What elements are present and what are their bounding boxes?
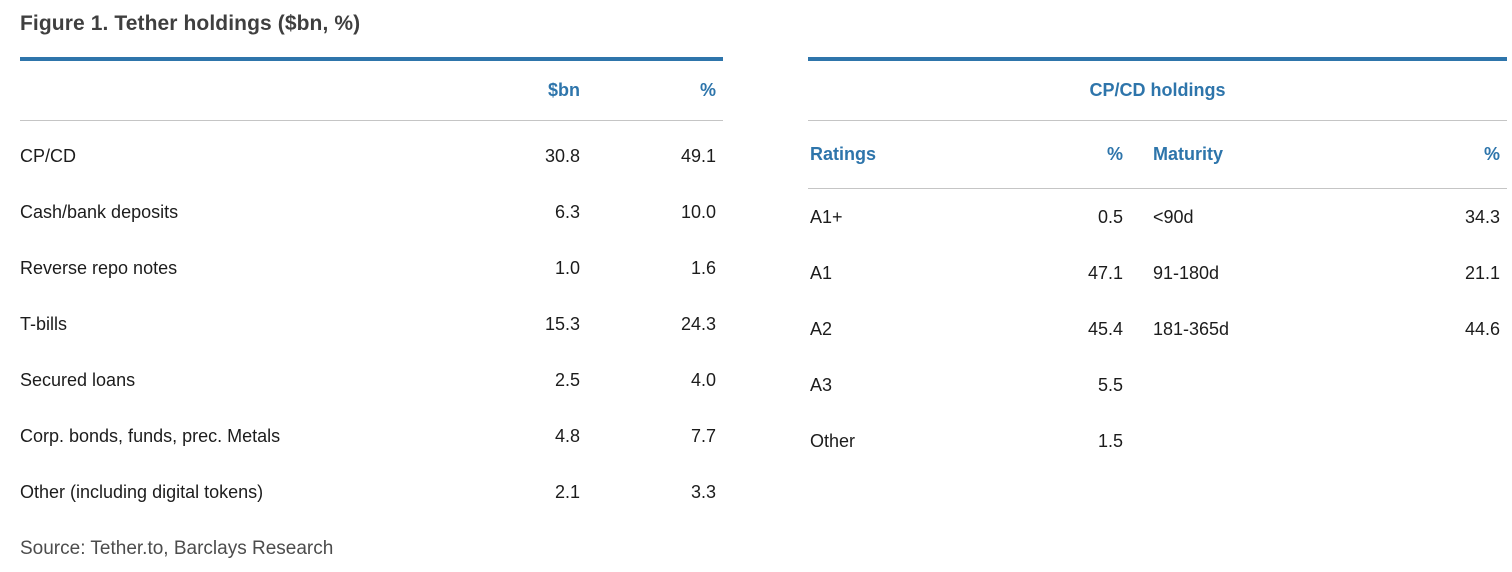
row-pct-value: 7.7 xyxy=(690,425,716,446)
row-pct-value: 10.0 xyxy=(680,201,716,222)
row-bn-value: 30.8 xyxy=(544,145,580,166)
row-label: Other (including digital tokens) xyxy=(20,481,264,502)
row-label: T-bills xyxy=(20,313,68,334)
row-pct-value: 3.3 xyxy=(690,481,716,502)
table-row-secured-loans: Secured loans 2.5 4.0 xyxy=(20,352,723,408)
figure-title: Figure 1. Tether holdings ($bn, %) xyxy=(20,12,361,35)
cpcd-header-row: Ratings % Maturity % xyxy=(808,121,1507,188)
maturity-pct-value: 44.6 xyxy=(1464,318,1500,339)
table-row-cpcd: CP/CD 30.8 49.1 xyxy=(20,128,723,184)
row-label: CP/CD xyxy=(20,145,77,166)
row-pct-value: 24.3 xyxy=(680,313,716,334)
row-label: Corp. bonds, funds, prec. Metals xyxy=(20,425,281,446)
rating-pct-value: 47.1 xyxy=(1087,262,1123,283)
table-row-a1: A1 47.1 91-180d 21.1 xyxy=(808,245,1507,301)
row-pct-value: 1.6 xyxy=(690,257,716,278)
table-row-corp-bonds: Corp. bonds, funds, prec. Metals 4.8 7.7 xyxy=(20,408,723,464)
holdings-header-pct: % xyxy=(699,80,716,100)
rating-label: A1 xyxy=(810,262,833,283)
row-label: Secured loans xyxy=(20,369,136,390)
maturity-label: <90d xyxy=(1153,206,1194,227)
cpcd-header-maturity: Maturity xyxy=(1153,144,1224,164)
table-row-a3: A3 5.5 xyxy=(808,357,1507,413)
row-bn-value: 15.3 xyxy=(544,313,580,334)
table-row-a1plus: A1+ 0.5 <90d 34.3 xyxy=(808,189,1507,245)
cpcd-header-pct1: % xyxy=(1106,144,1123,164)
maturity-label: 181-365d xyxy=(1153,318,1230,339)
source-note: Source: Tether.to, Barclays Research xyxy=(20,538,334,559)
divider-line xyxy=(808,188,1507,189)
row-bn-value: 2.1 xyxy=(554,481,580,502)
table-row-a2: A2 45.4 181-365d 44.6 xyxy=(808,301,1507,357)
divider-line xyxy=(808,120,1507,121)
row-label: Cash/bank deposits xyxy=(20,201,179,222)
accent-bar-right xyxy=(808,57,1507,61)
holdings-rows: CP/CD 30.8 49.1 Cash/bank deposits 6.3 1… xyxy=(20,121,723,520)
rating-pct-value: 0.5 xyxy=(1097,206,1123,227)
table-row-t-bills: T-bills 15.3 24.3 xyxy=(20,296,723,352)
cpcd-holdings-table: CP/CD holdings Ratings % Maturity % A1+ … xyxy=(808,57,1507,469)
table-row-other-rating: Other 1.5 xyxy=(808,413,1507,469)
divider-line xyxy=(20,120,723,121)
tether-holdings-table: $bn % CP/CD 30.8 49.1 Cash/bank deposits… xyxy=(20,57,723,520)
rating-pct-value: 45.4 xyxy=(1087,318,1123,339)
table-row-cash-bank-deposits: Cash/bank deposits 6.3 10.0 xyxy=(20,184,723,240)
row-label: Reverse repo notes xyxy=(20,257,178,278)
row-bn-value: 6.3 xyxy=(554,201,580,222)
rating-label: A3 xyxy=(810,374,833,395)
maturity-label: 91-180d xyxy=(1153,262,1220,283)
rating-pct-value: 1.5 xyxy=(1097,430,1123,451)
row-bn-value: 1.0 xyxy=(554,257,580,278)
rating-label: A1+ xyxy=(810,206,843,227)
holdings-header-bn: $bn xyxy=(547,80,580,100)
accent-bar-left xyxy=(20,57,723,61)
table-row-reverse-repo-notes: Reverse repo notes 1.0 1.6 xyxy=(20,240,723,296)
table-row-other-digital-tokens: Other (including digital tokens) 2.1 3.3 xyxy=(20,464,723,520)
rating-label: Other xyxy=(810,430,856,451)
cpcd-rows: A1+ 0.5 <90d 34.3 A1 47.1 91-180d 21.1 A… xyxy=(808,189,1507,469)
rating-label: A2 xyxy=(810,318,833,339)
row-bn-value: 2.5 xyxy=(554,369,580,390)
cpcd-header-pct2: % xyxy=(1483,144,1500,164)
row-pct-value: 4.0 xyxy=(690,369,716,390)
maturity-pct-value: 21.1 xyxy=(1464,262,1500,283)
cpcd-header-ratings: Ratings xyxy=(810,144,877,164)
rating-pct-value: 5.5 xyxy=(1097,374,1123,395)
holdings-header-row: $bn % xyxy=(20,61,723,120)
row-bn-value: 4.8 xyxy=(554,425,580,446)
cpcd-table-title: CP/CD holdings xyxy=(1089,80,1226,100)
maturity-pct-value: 34.3 xyxy=(1464,206,1500,227)
row-pct-value: 49.1 xyxy=(680,145,716,166)
